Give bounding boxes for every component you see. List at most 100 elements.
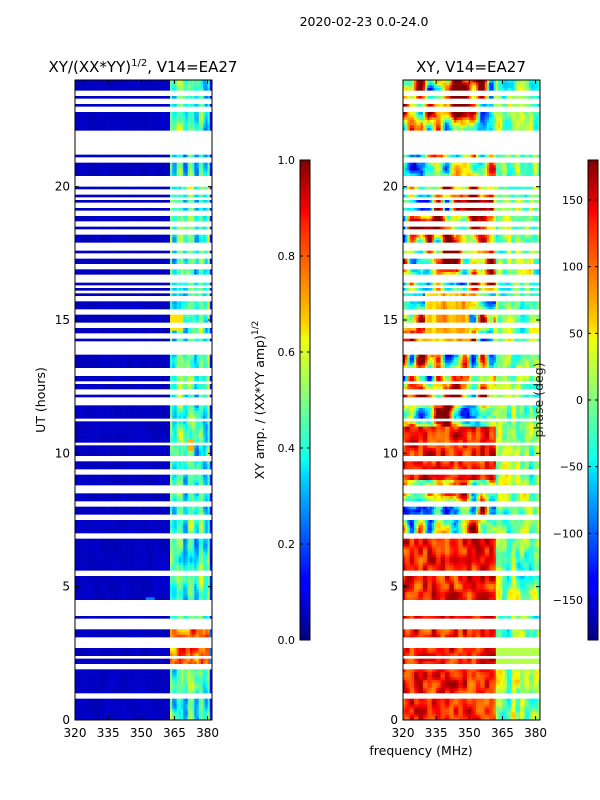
heatmap-cell (94, 416, 98, 419)
heatmap-cell (187, 477, 191, 481)
heatmap-cell (90, 416, 93, 419)
heatmap-cell (114, 453, 118, 457)
heatmap-cell (192, 186, 195, 190)
heatmap-cell (181, 122, 184, 126)
heatmap-cell (170, 304, 173, 307)
heatmap-cell (163, 453, 166, 457)
heatmap-cell (119, 88, 122, 91)
heatmap-cell (167, 376, 171, 379)
heatmap-cell (99, 408, 102, 411)
heatmap-cell (116, 128, 120, 131)
heatmap-cell (205, 226, 208, 230)
heatmap-cell (170, 120, 173, 123)
heatmap-cell (88, 162, 91, 166)
heatmap-cell (205, 104, 208, 107)
heatmap-cell (189, 122, 193, 126)
heatmap-cell (205, 269, 208, 273)
heatmap-cell (154, 416, 158, 419)
heatmap-cell (156, 362, 160, 366)
heatmap-cell (187, 317, 191, 321)
heatmap-cell (143, 104, 147, 107)
heatmap-cell (130, 128, 133, 131)
heatmap-cell (108, 362, 111, 366)
heatmap-cell (167, 362, 171, 366)
heatmap-cell (99, 360, 102, 363)
heatmap-cell (103, 269, 107, 273)
heatmap-cell (139, 173, 142, 177)
heatmap-cell (167, 80, 171, 83)
heatmap-cell (209, 421, 212, 425)
heatmap-cell (143, 440, 147, 443)
heatmap-cell (83, 365, 87, 369)
heatmap-cell (136, 200, 140, 203)
heatmap-cell (181, 288, 184, 291)
heatmap-cell (134, 165, 138, 169)
heatmap-cell (99, 104, 102, 107)
heatmap-cell (143, 216, 147, 219)
heatmap-cell (114, 320, 118, 323)
heatmap-cell (94, 410, 98, 414)
heatmap-cell (92, 466, 96, 470)
heatmap-cell (99, 317, 102, 321)
heatmap-cell (121, 154, 124, 158)
heatmap-cell (114, 306, 118, 310)
heatmap-cell (99, 434, 102, 438)
heatmap-cell (156, 288, 160, 291)
heatmap-cell (128, 122, 131, 126)
heatmap-cell (181, 437, 184, 441)
heatmap-cell (101, 85, 105, 89)
heatmap-cell (152, 434, 155, 438)
heatmap-cell (108, 354, 111, 358)
heatmap-cell (176, 237, 180, 241)
heatmap-cell (154, 448, 158, 451)
heatmap-cell (200, 122, 204, 126)
heatmap-cell (196, 474, 200, 478)
heatmap-cell (134, 170, 138, 174)
heatmap-cell (134, 466, 138, 470)
heatmap-cell (81, 477, 85, 481)
heatmap-cell (205, 437, 208, 441)
heatmap-cell (205, 173, 208, 177)
heatmap-cell (143, 461, 147, 465)
heatmap-cell (158, 338, 162, 342)
heatmap-cell (192, 120, 195, 123)
heatmap-cell (119, 448, 122, 451)
heatmap-cell (200, 410, 204, 414)
heatmap-cell (174, 429, 177, 433)
heatmap-cell (156, 128, 160, 131)
heatmap-cell (130, 288, 133, 291)
heatmap-cell (145, 365, 149, 369)
heatmap-cell (167, 365, 171, 369)
heatmap-cell (119, 82, 122, 86)
heatmap-cell (139, 240, 142, 243)
heatmap-cell (136, 416, 140, 419)
heatmap-cell (99, 437, 102, 441)
heatmap-cell (147, 120, 151, 123)
heatmap-cell (130, 448, 133, 451)
heatmap-cell (189, 301, 193, 305)
heatmap-cell (152, 304, 155, 307)
heatmap-cell (79, 128, 82, 131)
heatmap-cell (110, 376, 113, 379)
heatmap-cell (86, 186, 89, 190)
heatmap-cell (97, 362, 100, 366)
heatmap-cell (123, 426, 127, 430)
heatmap-cell (181, 80, 184, 83)
heatmap-cell (183, 365, 186, 369)
heatmap-cell (86, 117, 89, 121)
heatmap-cell (88, 410, 91, 414)
heatmap-cell (136, 445, 140, 449)
heatmap-cell (187, 117, 191, 121)
heatmap-cell (116, 357, 120, 361)
heatmap-cell (99, 306, 102, 310)
heatmap-cell (90, 450, 93, 454)
heatmap-cell (189, 413, 193, 417)
heatmap-cell (203, 429, 206, 433)
heatmap-cell (114, 165, 118, 169)
heatmap-cell (163, 293, 166, 297)
heatmap-cell (105, 218, 109, 222)
heatmap-cell (99, 440, 102, 443)
heatmap-cell (152, 237, 155, 241)
heatmap-cell (141, 162, 144, 166)
heatmap-cell (125, 464, 129, 467)
